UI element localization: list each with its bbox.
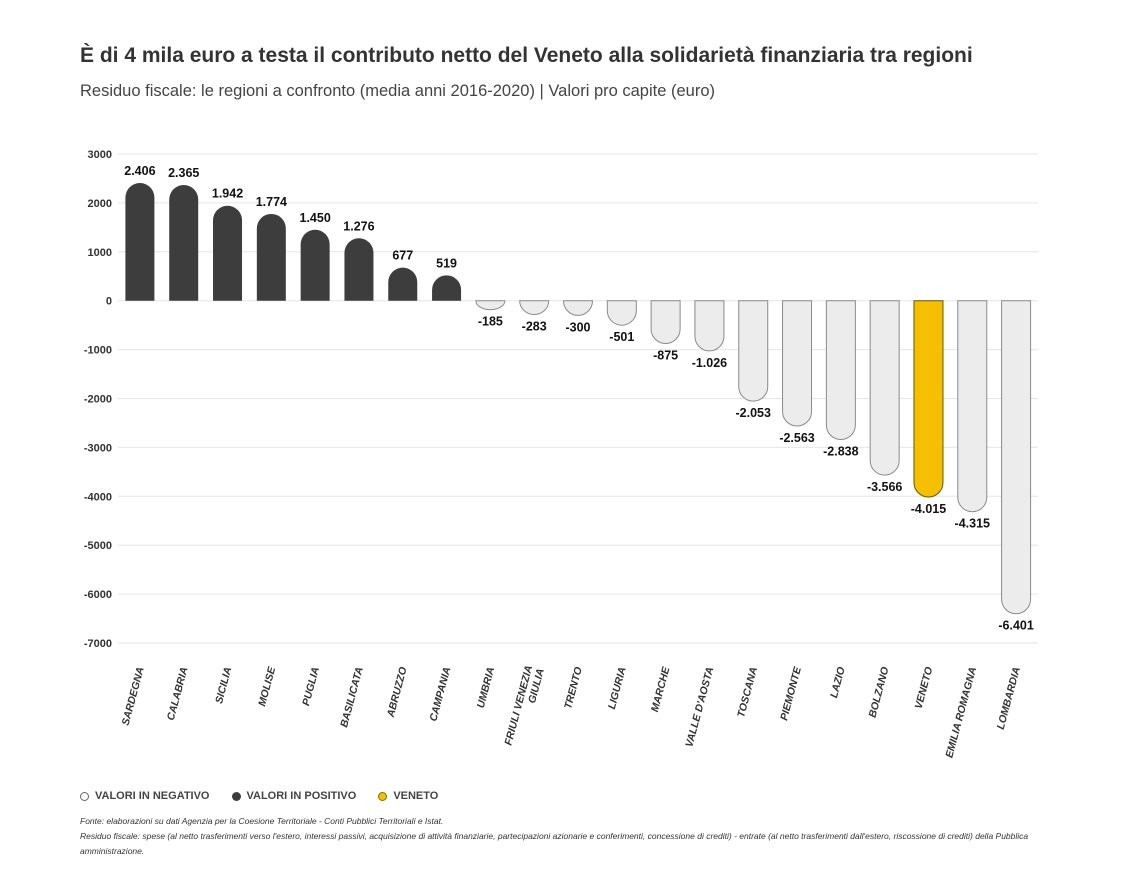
bar (519, 300, 550, 315)
y-tick-label: 1000 (88, 247, 112, 259)
chart-title: È di 4 mila euro a testa il contributo n… (80, 44, 973, 67)
category-label: CALABRIA (165, 666, 191, 722)
value-label: 2.365 (168, 166, 199, 180)
y-tick-label: 2000 (88, 198, 112, 210)
category-label: SICILIA (213, 666, 234, 705)
bar (432, 275, 462, 301)
category-label-line: FRIULI VENEZIA (502, 664, 535, 747)
chart-subtitle: Residuo fiscale: le regioni a confronto … (80, 82, 716, 100)
footnotes: Fonte: elaborazioni su dati Agenzia per … (80, 814, 1050, 859)
value-label: 1.276 (343, 219, 374, 233)
category-label: VENETO (913, 666, 936, 711)
value-label: -1.026 (692, 356, 727, 370)
value-label: 1.450 (300, 211, 331, 225)
bar-chart: 3000 2000 1000 0 -1000 -2000 -3000 -4000 -5000 -6… (84, 149, 1038, 759)
bar (913, 300, 944, 498)
bar (125, 183, 155, 301)
category-label: BOLZANO (867, 666, 892, 719)
y-tick-label: -4000 (84, 491, 112, 503)
y-tick-label: -5000 (84, 540, 112, 552)
value-label: -185 (478, 315, 503, 329)
bar (825, 300, 856, 440)
bar (169, 185, 199, 301)
value-label: 1.774 (256, 195, 287, 209)
value-label: 1.942 (212, 187, 243, 201)
category-label: LAZIO (828, 666, 848, 700)
bar (650, 300, 681, 344)
y-tick-label: -1000 (84, 345, 112, 357)
category-label: TRENTO (562, 666, 585, 711)
category-label: LIGURIA (606, 666, 629, 711)
value-label: -300 (565, 320, 590, 334)
bar (1001, 300, 1032, 615)
legend-veneto-swatch (378, 791, 388, 801)
value-label: -2.838 (823, 444, 858, 458)
category-label: SARDEGNA (120, 666, 147, 727)
bar (782, 300, 813, 427)
value-label: -4.315 (955, 517, 990, 531)
category-label: ABRUZZO (385, 666, 410, 720)
y-tick-label: 3000 (88, 149, 112, 161)
y-tick-label: -6000 (84, 589, 112, 601)
category-label: PIEMONTE (778, 665, 804, 722)
category-label: MOLISE (256, 665, 278, 708)
bar (213, 205, 243, 301)
definition-note: Residuo fiscale: spese (al netto trasfer… (80, 831, 1029, 856)
value-label: -283 (522, 320, 547, 334)
bar (344, 238, 374, 301)
value-label: -2.053 (736, 406, 771, 420)
category-label: LOMBARDIA (995, 666, 1023, 731)
bar (300, 229, 330, 301)
legend-positive-swatch (231, 791, 241, 801)
value-label: 519 (436, 256, 457, 270)
category-label: VALLE D'AOSTA (683, 666, 716, 749)
category-label: PUGLIA (300, 666, 322, 707)
category-label: TOSCANA (735, 666, 760, 719)
value-label: -875 (653, 348, 678, 362)
value-label: -3.566 (867, 480, 902, 494)
legend-negative-swatch (80, 791, 89, 801)
category-label: MARCHE (649, 665, 673, 714)
bar (869, 300, 900, 476)
value-label: 2.406 (124, 164, 155, 178)
legend-item-negative: VALORI IN NEGATIVO (80, 790, 210, 802)
source-note: Fonte: elaborazioni su dati Agenzia per … (80, 816, 444, 826)
category-label: CAMPANIA (427, 666, 453, 723)
category-label: FRIULI VENEZIAGIULIA (502, 664, 546, 750)
bar (475, 300, 506, 311)
y-tick-label: -7000 (84, 638, 112, 650)
bar (563, 300, 593, 316)
bar (256, 213, 286, 301)
bar (388, 267, 418, 301)
legend-negative-label: VALORI IN NEGATIVO (95, 790, 210, 802)
category-label: EMILIA ROMAGNA (943, 666, 979, 759)
value-label: -501 (609, 330, 634, 344)
y-tick-label: -3000 (84, 442, 112, 454)
value-label: -6.401 (998, 619, 1033, 633)
y-tick-label: -2000 (84, 394, 112, 406)
legend-item-veneto: VENETO (378, 790, 438, 802)
y-tick-label: 0 (106, 296, 112, 308)
bar (694, 300, 725, 352)
bar (606, 300, 637, 326)
category-label: UMBRIA (475, 666, 497, 710)
category-label: BASILICATA (338, 666, 366, 729)
value-label: -2.563 (779, 431, 814, 445)
legend-item-positive: VALORI IN POSITIVO (231, 790, 357, 802)
legend-positive-label: VALORI IN POSITIVO (246, 790, 357, 802)
bar (738, 300, 769, 402)
legend: VALORI IN NEGATIVO VALORI IN POSITIVO VE… (80, 790, 438, 802)
value-label: 677 (392, 249, 413, 263)
legend-veneto-label: VENETO (393, 790, 439, 802)
value-label: -4.015 (911, 502, 946, 516)
bar (957, 300, 988, 513)
